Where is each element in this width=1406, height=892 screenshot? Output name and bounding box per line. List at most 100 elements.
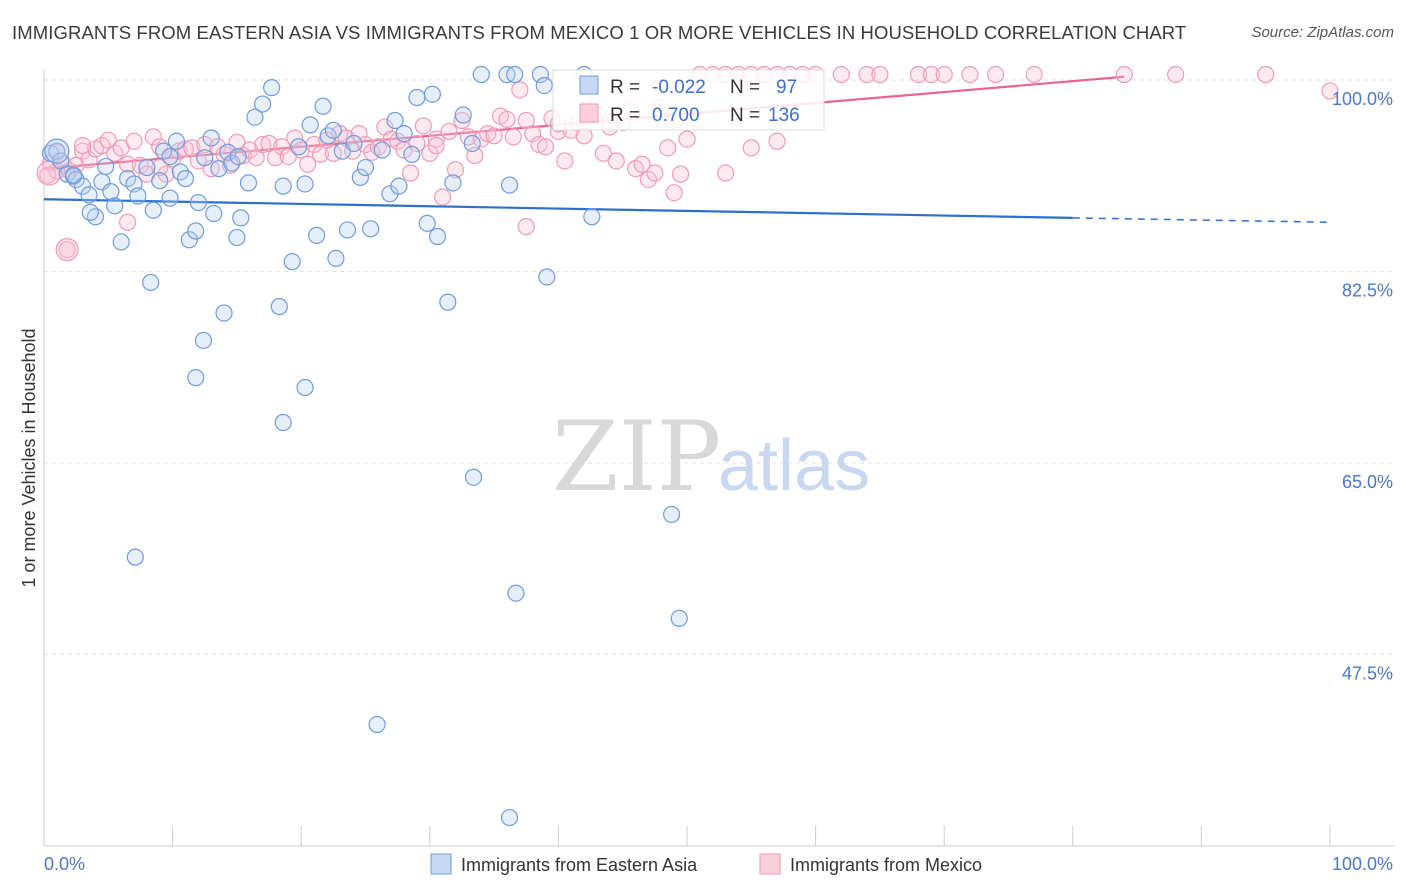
y-tick-label-1: 82.5% <box>1342 281 1393 301</box>
eastern-asia-point <box>500 176 519 194</box>
eastern-asia-point <box>187 369 205 387</box>
eastern-asia-point <box>129 187 147 205</box>
eastern-asia-point <box>345 134 363 153</box>
chart-source: Source: ZipAtlas.com <box>1251 24 1394 41</box>
eastern-asia-point <box>408 88 426 107</box>
mexico-point <box>504 128 522 146</box>
x-tick-labels: 0.0% 100.0% <box>43 826 1393 874</box>
mexico-point <box>401 164 420 182</box>
stats-box: R = -0.022 N = 97 R = 0.700 N = 136 <box>552 69 825 131</box>
eastern-asia-point <box>538 268 556 286</box>
mexico-point <box>453 111 471 130</box>
eastern-asia-point-large <box>44 138 70 164</box>
mexico-point <box>987 65 1005 84</box>
mexico-point <box>446 161 465 179</box>
eastern-asia-point <box>368 715 386 734</box>
eastern-asia-point <box>373 141 391 159</box>
eastern-asia-point <box>167 132 186 150</box>
eastern-asia-point <box>81 203 99 222</box>
eastern-asia-point <box>428 227 447 246</box>
eastern-asia-point <box>439 293 457 311</box>
eastern-asia-point <box>144 201 162 219</box>
mexico-point <box>118 155 137 173</box>
watermark: ZIP atlas <box>552 401 870 513</box>
mexico-point <box>556 152 574 170</box>
eastern-asia-point <box>194 331 213 350</box>
eastern-asia-point <box>351 168 369 186</box>
y-tick-label-3: 47.5% <box>1342 664 1393 684</box>
mexico-point <box>196 135 214 154</box>
eastern-asia-point <box>187 222 205 240</box>
eastern-asia-point <box>80 186 98 204</box>
eastern-asia-point <box>506 65 524 84</box>
legend: Immigrants from Eastern Asia Immigrants … <box>430 853 982 875</box>
mexico-point <box>273 138 291 156</box>
mexico-point <box>935 65 953 84</box>
eastern-asia-point <box>48 142 66 160</box>
stats-n-label-blue: N = <box>730 77 760 98</box>
eastern-asia-point <box>102 183 120 201</box>
eastern-asia-point <box>472 65 490 84</box>
eastern-asia-point <box>270 297 288 316</box>
x-tick-label-1: 100.0% <box>1332 854 1393 874</box>
stats-swatch-blue <box>579 75 599 95</box>
eastern-asia-point <box>263 79 281 97</box>
eastern-asia-point <box>64 166 83 184</box>
mexico-point <box>665 184 683 202</box>
eastern-asia-point <box>662 505 681 524</box>
eastern-asia-point <box>239 174 258 192</box>
eastern-asia-point <box>223 154 241 172</box>
mexico-point <box>67 156 85 174</box>
eastern-asia-point <box>403 145 421 164</box>
mexico-point <box>485 127 503 145</box>
eastern-asia-point <box>228 228 246 247</box>
eastern-asia-point <box>180 231 198 249</box>
y-axis-label: 1 or more Vehicles in Household <box>19 328 39 587</box>
eastern-asia-point <box>535 76 553 95</box>
eastern-asia-point <box>254 95 272 113</box>
legend-swatch-mexico <box>759 853 781 875</box>
eastern-asia-point <box>215 304 233 322</box>
eastern-asia-point <box>390 177 408 195</box>
grid-lines <box>44 79 1394 655</box>
eastern-asia-point <box>418 214 436 232</box>
eastern-asia-point <box>176 169 195 188</box>
mexico-point <box>58 241 76 259</box>
mexico-point <box>311 145 330 164</box>
mexico-point <box>832 65 850 84</box>
eastern-asia-point <box>106 197 124 215</box>
legend-label-mexico: Immigrants from Mexico <box>790 855 982 875</box>
eastern-asia-point <box>362 220 380 238</box>
mexico-point <box>151 158 169 177</box>
eastern-asia-point <box>229 148 247 166</box>
mexico-point <box>517 218 535 236</box>
mexico-point <box>254 135 272 154</box>
mexico-point <box>678 130 696 148</box>
eastern-asia-point <box>205 204 223 223</box>
eastern-asia-point <box>308 226 326 244</box>
mexico-point <box>742 139 760 157</box>
eastern-asia-point <box>444 174 462 192</box>
eastern-asia-point <box>274 413 292 432</box>
mexico-point <box>671 165 690 183</box>
eastern-asia-point <box>395 125 413 143</box>
eastern-asia-point <box>274 177 292 195</box>
mexico-point <box>498 110 516 128</box>
mexico-point <box>427 130 445 148</box>
eastern-asia-point <box>670 609 688 627</box>
stats-swatch-pink <box>579 103 599 123</box>
mexico-point <box>80 151 98 169</box>
eastern-asia-point <box>464 468 483 486</box>
eastern-asia-point <box>454 106 472 124</box>
mexico-point <box>434 188 452 206</box>
mexico-point <box>1321 82 1339 100</box>
eastern-asia-point <box>386 111 404 130</box>
eastern-asia-point <box>507 584 525 602</box>
eastern-asia-point <box>583 208 601 226</box>
y-tick-label-2: 65.0% <box>1342 472 1393 492</box>
mexico-point <box>1115 65 1133 84</box>
stats-n-value-pink: 136 <box>768 105 800 126</box>
watermark-atlas: atlas <box>718 426 870 506</box>
mexico-point <box>125 132 143 150</box>
mexico-point <box>594 144 613 162</box>
